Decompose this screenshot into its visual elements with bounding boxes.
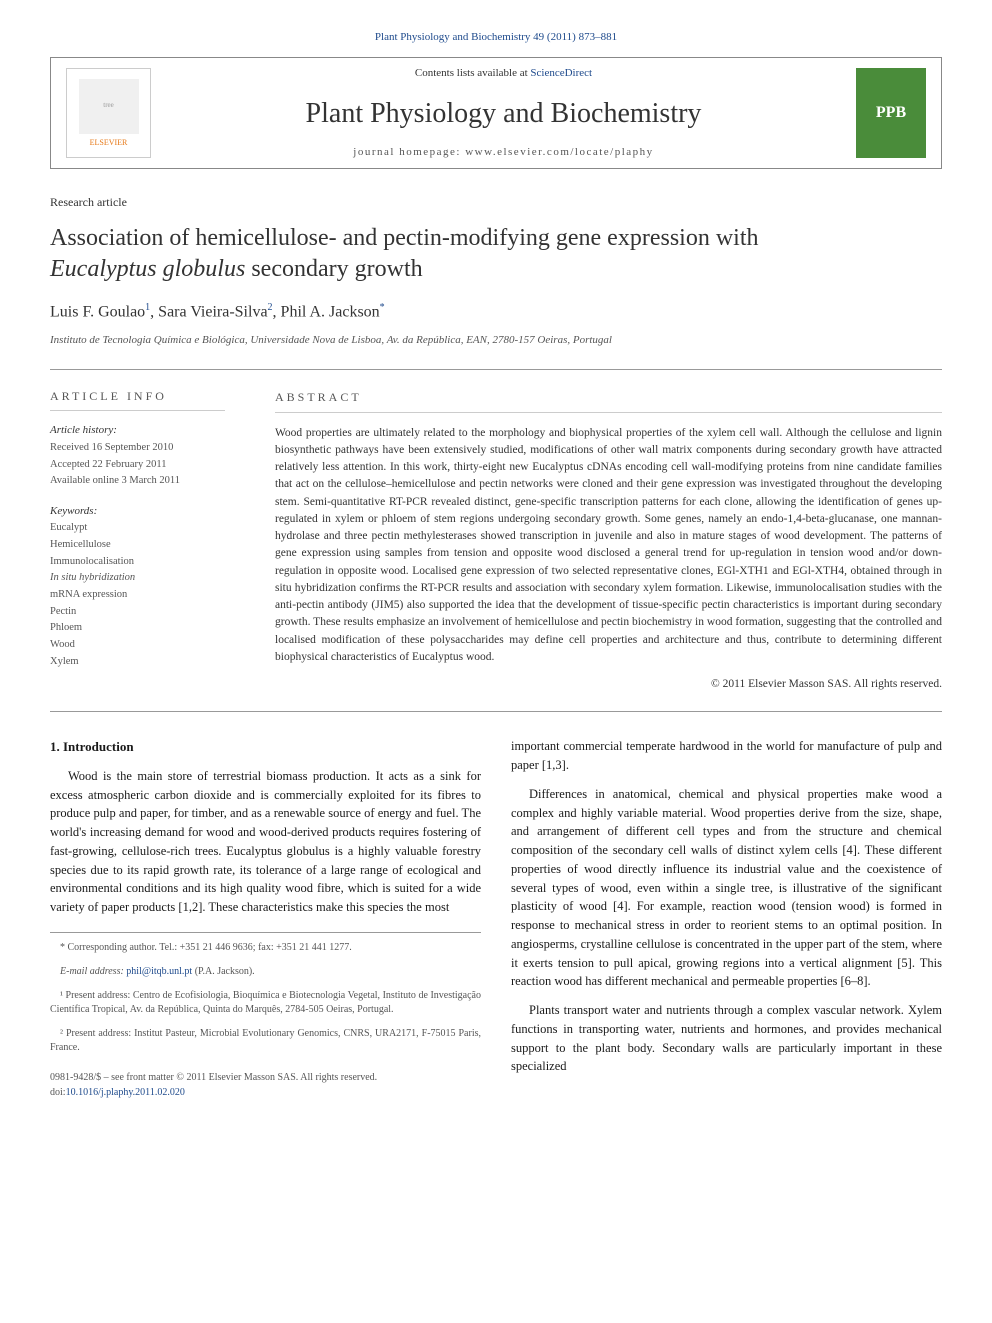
homepage-label: journal homepage:	[353, 146, 465, 158]
info-abstract-row: ARTICLE INFO Article history: Received 1…	[50, 369, 942, 713]
homepage-url[interactable]: www.elsevier.com/locate/plaphy	[465, 146, 653, 158]
title-line1: Association of hemicellulose- and pectin…	[50, 225, 759, 251]
received-date: Received 16 September 2010	[50, 441, 225, 456]
journal-name: Plant Physiology and Biochemistry	[151, 94, 856, 133]
footnote-2: ² Present address: Institut Pasteur, Mic…	[50, 1027, 481, 1055]
elsevier-label: ELSEVIER	[90, 137, 128, 148]
journal-citation: Plant Physiology and Biochemistry 49 (20…	[50, 30, 942, 45]
section-heading-intro: 1. Introduction	[50, 737, 481, 757]
author-3: , Phil A. Jackson	[273, 303, 380, 320]
journal-cover-thumbnail[interactable]: PPB	[856, 68, 926, 158]
abstract: ABSTRACT Wood properties are ultimately …	[250, 388, 942, 694]
ppb-label: PPB	[876, 102, 906, 124]
footnotes: * Corresponding author. Tel.: +351 21 44…	[50, 932, 481, 1055]
journal-homepage: journal homepage: www.elsevier.com/locat…	[151, 145, 856, 160]
contents-line: Contents lists available at ScienceDirec…	[151, 66, 856, 81]
keyword: Phloem	[50, 621, 225, 636]
left-column: 1. Introduction Wood is the main store o…	[50, 737, 481, 1100]
journal-header-box: tree ELSEVIER Contents lists available a…	[50, 57, 942, 169]
article-type: Research article	[50, 194, 942, 211]
author-1: Luis F. Goulao	[50, 303, 145, 320]
keyword: mRNA expression	[50, 588, 225, 603]
doi-label: doi:	[50, 1087, 66, 1098]
keyword: Immunolocalisation	[50, 555, 225, 570]
email-link[interactable]: phil@itqb.unl.pt	[126, 966, 192, 977]
abstract-text: Wood properties are ultimately related t…	[275, 425, 942, 667]
email-label: E-mail address:	[60, 966, 126, 977]
affiliation: Instituto de Tecnologia Química e Biológ…	[50, 333, 942, 348]
email-suffix: (P.A. Jackson).	[192, 966, 255, 977]
body-para-1: Wood is the main store of terrestrial bi…	[50, 767, 481, 917]
keyword: In situ hybridization	[50, 571, 225, 586]
title-line2-rest: secondary growth	[245, 256, 422, 282]
body-columns: 1. Introduction Wood is the main store o…	[50, 737, 942, 1100]
title-species: Eucalyptus globulus	[50, 256, 245, 282]
keyword: Xylem	[50, 655, 225, 670]
corresponding-author: * Corresponding author. Tel.: +351 21 44…	[50, 941, 481, 955]
doi-link[interactable]: 10.1016/j.plaphy.2011.02.020	[66, 1087, 185, 1098]
author-3-sup[interactable]: *	[380, 302, 385, 313]
keywords-label: Keywords:	[50, 504, 225, 519]
keyword: Hemicellulose	[50, 538, 225, 553]
body-para-2: important commercial temperate hardwood …	[511, 737, 942, 775]
doi-block: 0981-9428/$ – see front matter © 2011 El…	[50, 1070, 481, 1100]
accepted-date: Accepted 22 February 2011	[50, 458, 225, 473]
header-center: Contents lists available at ScienceDirec…	[151, 66, 856, 160]
front-matter: 0981-9428/$ – see front matter © 2011 El…	[50, 1070, 481, 1085]
sciencedirect-link[interactable]: ScienceDirect	[530, 67, 592, 79]
keyword: Pectin	[50, 605, 225, 620]
article-info: ARTICLE INFO Article history: Received 1…	[50, 388, 250, 694]
article-title: Association of hemicellulose- and pectin…	[50, 223, 942, 285]
keywords-block: Keywords: Eucalypt Hemicellulose Immunol…	[50, 504, 225, 670]
elsevier-logo[interactable]: tree ELSEVIER	[66, 68, 151, 158]
author-2: , Sara Vieira-Silva	[150, 303, 267, 320]
footnote-1: ¹ Present address: Centro de Ecofisiolog…	[50, 989, 481, 1017]
article-info-heading: ARTICLE INFO	[50, 388, 225, 412]
elsevier-tree-icon: tree	[79, 79, 139, 134]
authors: Luis F. Goulao1, Sara Vieira-Silva2, Phi…	[50, 301, 942, 324]
keyword: Eucalypt	[50, 521, 225, 536]
email-line: E-mail address: phil@itqb.unl.pt (P.A. J…	[50, 965, 481, 979]
body-para-3: Differences in anatomical, chemical and …	[511, 785, 942, 991]
online-date: Available online 3 March 2011	[50, 474, 225, 489]
right-column: important commercial temperate hardwood …	[511, 737, 942, 1100]
abstract-heading: ABSTRACT	[275, 388, 942, 413]
contents-prefix: Contents lists available at	[415, 67, 530, 79]
keyword: Wood	[50, 638, 225, 653]
body-para-4: Plants transport water and nutrients thr…	[511, 1001, 942, 1076]
history-label: Article history:	[50, 423, 225, 438]
abstract-copyright: © 2011 Elsevier Masson SAS. All rights r…	[275, 676, 942, 693]
